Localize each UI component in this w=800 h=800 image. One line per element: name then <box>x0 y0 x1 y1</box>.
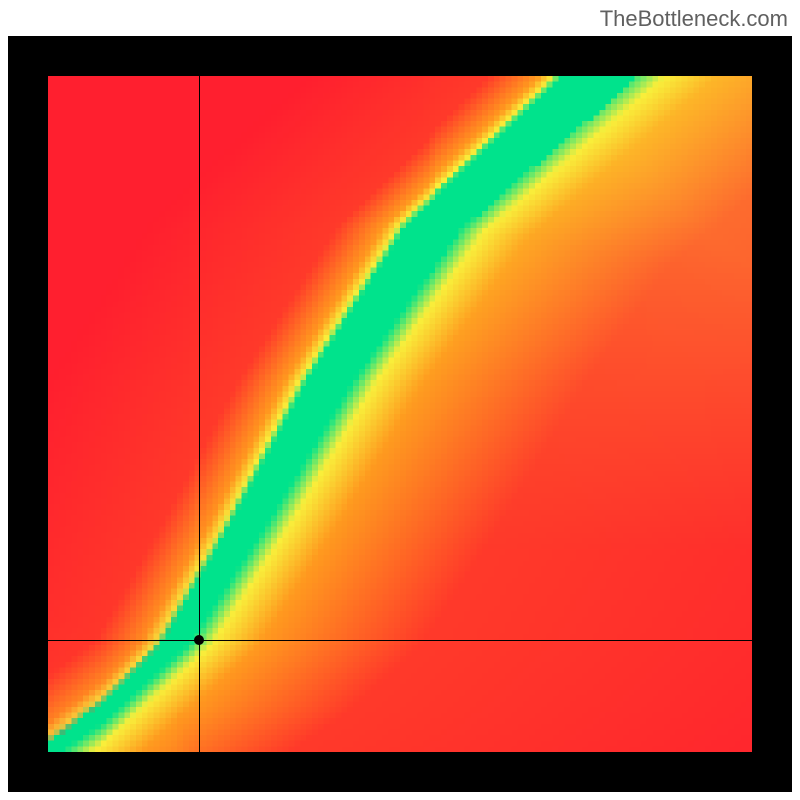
chart-frame <box>8 36 792 792</box>
crosshair-horizontal <box>48 640 752 641</box>
crosshair-marker <box>194 635 204 645</box>
figure-container: TheBottleneck.com <box>0 0 800 800</box>
heatmap-canvas <box>48 76 752 752</box>
watermark-text: TheBottleneck.com <box>600 6 788 32</box>
crosshair-vertical <box>199 76 200 752</box>
plot-area <box>48 76 752 752</box>
